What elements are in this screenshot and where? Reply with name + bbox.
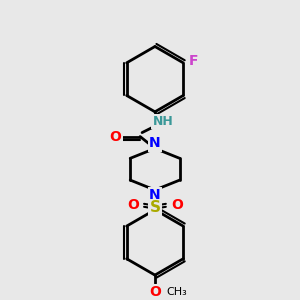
Text: N: N [149, 136, 161, 151]
Text: N: N [149, 188, 161, 202]
Text: N: N [149, 136, 161, 151]
Text: O: O [110, 130, 121, 144]
Text: O: O [127, 198, 139, 212]
Text: CH₃: CH₃ [167, 287, 188, 297]
Text: O: O [171, 198, 183, 212]
Text: O: O [127, 198, 139, 212]
Text: F: F [188, 54, 198, 68]
Text: O: O [149, 285, 161, 299]
Text: NH: NH [154, 115, 172, 128]
Text: CH₃: CH₃ [167, 287, 188, 297]
Text: S: S [149, 200, 161, 215]
Text: O: O [149, 285, 161, 299]
Text: O: O [110, 130, 121, 144]
Text: S: S [149, 200, 161, 215]
Text: N: N [149, 188, 161, 202]
Text: O: O [171, 198, 183, 212]
Text: NH: NH [152, 115, 173, 128]
Text: F: F [188, 54, 198, 68]
